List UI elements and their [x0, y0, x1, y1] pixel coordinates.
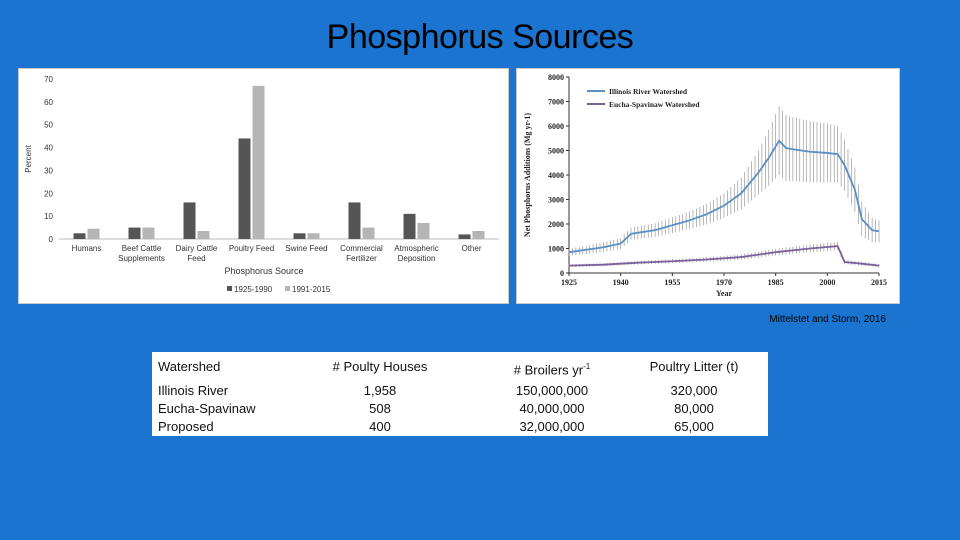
y-tick-label: 40	[44, 144, 53, 153]
table-cell: 65,000	[674, 419, 714, 434]
header-broilers-sup: -1	[583, 362, 591, 371]
legend-swatch	[227, 286, 232, 291]
header-watershed: Watershed	[158, 359, 221, 374]
y-axis-label: Net Phosphorus Additions (Mg yr-1)	[523, 113, 532, 237]
table-cell: 40,000,000	[519, 401, 585, 416]
y-tick-label: 20	[44, 189, 53, 198]
bar-chart-panel: 0 10 20 30 40 50 60 70 Percent Humans Beef Cattle S…	[18, 68, 509, 304]
table-cell: 400	[369, 419, 391, 434]
bar	[128, 227, 141, 239]
bar	[252, 85, 265, 239]
header-houses: # Poulty Houses	[332, 359, 428, 374]
y-tick-label: 60	[44, 98, 53, 107]
bar	[458, 234, 471, 239]
bar	[142, 227, 155, 239]
y-axis-label: Percent	[24, 144, 33, 172]
x-tick-label: 1940	[613, 278, 629, 287]
x-tick-label: Poultry Feed	[229, 244, 274, 253]
x-tick-label: Swine Feed	[285, 244, 327, 253]
bar	[87, 228, 100, 239]
y-tick-label: 0	[49, 235, 54, 244]
y-tick-label: 70	[44, 75, 53, 84]
y-tick-label: 1000	[548, 245, 564, 254]
bar	[197, 231, 210, 239]
bar	[348, 202, 361, 239]
series-line	[568, 245, 880, 267]
y-tick-label: 4000	[548, 171, 564, 180]
bar	[293, 233, 306, 239]
slide-title: Phosphorus Sources	[326, 18, 634, 56]
line-chart: 0 1000 2000 3000 4000 5000 6000 7000 8000 1925 194…	[523, 73, 887, 298]
y-tick-label: 50	[44, 121, 53, 130]
y-tick-label: 5000	[548, 147, 564, 156]
x-tick-label: Beef Cattle	[122, 244, 162, 253]
x-tick-label: 1955	[664, 278, 680, 287]
col-watershed: Illinois River Eucha-Spavinaw Proposed	[158, 382, 256, 436]
bar	[403, 213, 416, 239]
bar	[238, 138, 251, 239]
bar	[73, 233, 86, 239]
legend-label: Illinois River Watershed	[609, 87, 688, 96]
x-tick-label: Humans	[72, 244, 102, 253]
x-axis-label: Year	[716, 289, 732, 298]
col-broilers: 150,000,000 40,000,000 32,000,000	[472, 382, 632, 436]
y-tick-label: 6000	[548, 122, 564, 131]
legend-label: Eucha-Spavinaw Watershed	[609, 100, 700, 109]
table-cell: Eucha-Spavinaw	[158, 401, 256, 416]
x-tick-label: Deposition	[398, 254, 436, 263]
table-cell: 1,958	[363, 383, 397, 398]
x-tick-label: 2000	[819, 278, 835, 287]
header-broilers-text: # Broilers yr	[513, 362, 584, 378]
legend-swatch	[285, 286, 290, 291]
y-tick-label: 30	[44, 166, 53, 175]
x-axis-label: Phosphorus Source	[224, 266, 303, 276]
bar	[307, 233, 320, 239]
y-tick-label: 0	[560, 269, 564, 278]
x-tick-label: Atmospheric	[394, 244, 438, 253]
table-cell: 508	[369, 401, 391, 416]
x-tick-label: 1925	[561, 278, 577, 287]
header-broilers: # Broilers yr-1	[472, 358, 632, 379]
col-houses: 1,958 508 400	[300, 382, 460, 436]
x-tick-label: Other	[461, 244, 481, 253]
legend-label: 1991-2015	[292, 285, 331, 294]
series-line	[568, 139, 880, 254]
x-tick-label: Fertilizer	[346, 254, 377, 263]
legend-label: 1925-1990	[234, 285, 273, 294]
table-cell: Illinois River	[158, 383, 229, 398]
x-tick-label: 2015	[871, 278, 887, 287]
x-tick-label: Commercial	[340, 244, 383, 253]
table-cell: 320,000	[670, 383, 718, 398]
y-tick-label: 8000	[548, 73, 564, 82]
table-cell: Proposed	[158, 419, 214, 434]
y-tick-label: 10	[44, 212, 53, 221]
table-cell: 150,000,000	[515, 383, 589, 398]
table-cell: 80,000	[674, 401, 714, 416]
x-tick-label: Dairy Cattle	[176, 244, 218, 253]
header-litter: Poultry Litter (t)	[649, 359, 739, 374]
y-tick-label: 2000	[548, 220, 564, 229]
x-tick-label: Feed	[187, 254, 205, 263]
y-tick-label: 7000	[548, 98, 564, 107]
bar	[472, 231, 485, 239]
x-tick-label: 1970	[716, 278, 732, 287]
bar	[183, 202, 196, 239]
x-tick-label: 1985	[768, 278, 784, 287]
line-chart-panel: 0 1000 2000 3000 4000 5000 6000 7000 8000 1925 194…	[516, 68, 900, 304]
table-cell: 32,000,000	[519, 419, 585, 434]
bar	[362, 227, 375, 239]
poultry-table: Watershed # Poulty Houses # Broilers yr-…	[152, 352, 768, 436]
y-tick-label: 3000	[548, 196, 564, 205]
citation: Mittelstet and Storm, 2016	[769, 314, 886, 325]
col-litter: 320,000 80,000 65,000	[614, 382, 774, 436]
bar	[417, 223, 430, 239]
x-tick-label: Supplements	[118, 254, 165, 263]
